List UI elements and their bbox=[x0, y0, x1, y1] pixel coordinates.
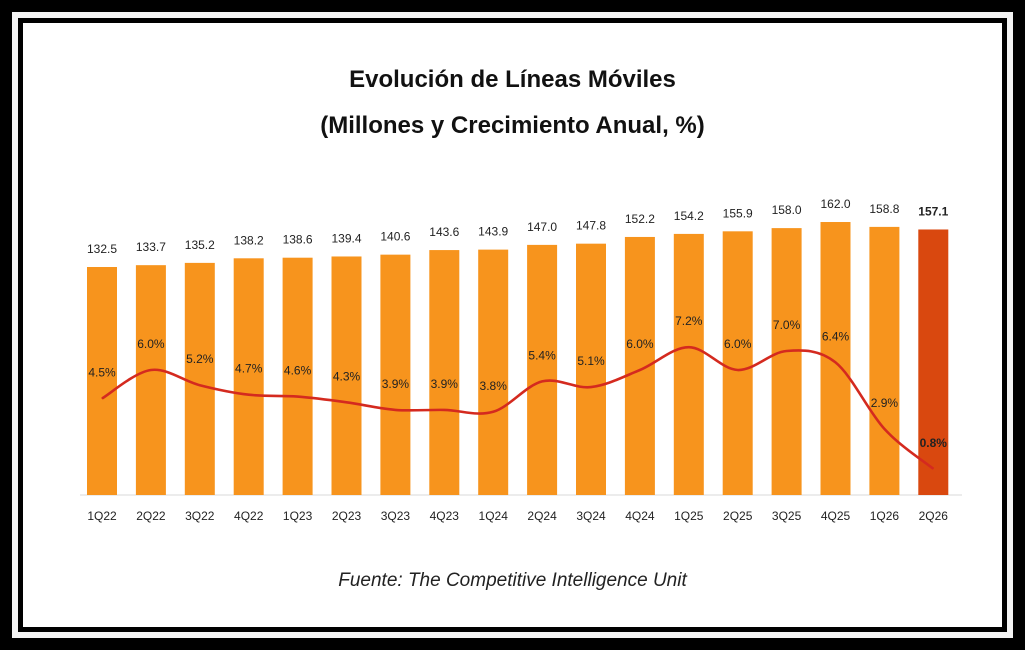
chart-subtitle: (Millones y Crecimiento Anual, %) bbox=[320, 112, 705, 139]
bar bbox=[918, 229, 949, 496]
bar bbox=[184, 262, 215, 495]
chart-source: Fuente: The Competitive Intelligence Uni… bbox=[338, 570, 687, 591]
bar bbox=[429, 250, 460, 495]
bar bbox=[576, 243, 606, 495]
x-tick-label: 1Q25 bbox=[674, 509, 704, 523]
growth-label: 0.8% bbox=[920, 436, 948, 450]
x-tick-label: 2Q26 bbox=[919, 509, 949, 523]
growth-label: 4.6% bbox=[284, 364, 312, 378]
growth-label: 5.2% bbox=[186, 352, 214, 366]
bar-value-label: 132.5 bbox=[87, 242, 117, 256]
growth-label: 3.9% bbox=[382, 377, 410, 391]
x-tick-label: 2Q22 bbox=[136, 509, 166, 523]
bar bbox=[673, 233, 704, 495]
bar bbox=[331, 256, 362, 495]
growth-label: 4.5% bbox=[88, 366, 116, 380]
x-tick-label: 3Q24 bbox=[576, 509, 606, 523]
x-tick-label: 3Q22 bbox=[185, 509, 215, 523]
bar-value-label: 162.0 bbox=[820, 197, 850, 211]
x-tick-label: 4Q23 bbox=[430, 509, 460, 523]
x-tick-label: 1Q23 bbox=[283, 509, 313, 523]
bar-value-label: 157.1 bbox=[918, 204, 948, 218]
bar-value-label: 143.6 bbox=[429, 225, 459, 239]
bar bbox=[135, 265, 166, 495]
bar-value-label: 139.4 bbox=[331, 231, 361, 245]
growth-label: 3.9% bbox=[431, 377, 459, 391]
growth-point bbox=[492, 411, 494, 413]
x-tick-label: 2Q23 bbox=[332, 509, 362, 523]
growth-point bbox=[101, 398, 103, 399]
bar bbox=[527, 244, 558, 495]
bar bbox=[722, 231, 753, 495]
growth-label: 6.0% bbox=[724, 337, 752, 351]
bar-value-label: 138.6 bbox=[283, 233, 313, 247]
bar-value-label: 147.8 bbox=[576, 219, 606, 233]
growth-point bbox=[737, 369, 739, 371]
growth-point bbox=[150, 369, 152, 371]
growth-point bbox=[932, 468, 934, 470]
growth-label: 7.0% bbox=[773, 318, 801, 332]
growth-label: 6.0% bbox=[626, 337, 654, 351]
growth-line bbox=[101, 345, 935, 470]
chart-title: Evolución de Líneas Móviles bbox=[349, 66, 676, 93]
x-tick-label: 1Q24 bbox=[479, 509, 509, 523]
bar bbox=[380, 254, 411, 495]
growth-point bbox=[297, 396, 299, 398]
x-tick-label: 4Q22 bbox=[234, 509, 264, 523]
growth-label: 6.4% bbox=[822, 329, 850, 343]
bar bbox=[282, 257, 313, 495]
bar-value-label: 135.2 bbox=[185, 238, 215, 252]
bar-value-label: 147.0 bbox=[527, 220, 557, 234]
bar-value-label: 133.7 bbox=[136, 240, 166, 254]
growth-point bbox=[541, 380, 543, 382]
x-tick-label: 3Q23 bbox=[381, 509, 411, 523]
bar bbox=[233, 258, 264, 495]
growth-label: 7.2% bbox=[675, 314, 703, 328]
bar bbox=[478, 249, 509, 495]
bar-value-label: 138.2 bbox=[234, 233, 264, 247]
growth-label: 5.1% bbox=[577, 354, 605, 368]
x-tick-label: 4Q25 bbox=[821, 509, 851, 523]
bar-value-label: 154.2 bbox=[674, 209, 704, 223]
x-tick-label: 2Q25 bbox=[723, 509, 753, 523]
bar bbox=[869, 226, 900, 495]
growth-label: 3.8% bbox=[480, 379, 508, 393]
bar bbox=[87, 267, 117, 495]
bar-value-label: 158.8 bbox=[869, 202, 899, 216]
bar bbox=[820, 222, 851, 495]
growth-point bbox=[786, 350, 788, 352]
growth-point bbox=[688, 346, 690, 348]
x-tick-label: 1Q26 bbox=[870, 509, 900, 523]
x-tick-label: 4Q24 bbox=[625, 509, 655, 523]
growth-point bbox=[590, 386, 592, 388]
growth-point bbox=[199, 384, 201, 386]
bar-value-label: 158.0 bbox=[772, 203, 802, 217]
growth-label: 4.7% bbox=[235, 362, 263, 376]
growth-point bbox=[639, 369, 641, 371]
growth-label: 5.4% bbox=[528, 348, 556, 362]
bar-value-label: 155.9 bbox=[723, 206, 753, 220]
x-tick-label: 3Q25 bbox=[772, 509, 802, 523]
bar-value-label: 143.9 bbox=[478, 225, 508, 239]
bar bbox=[771, 228, 802, 496]
growth-point bbox=[835, 361, 836, 363]
growth-point bbox=[883, 428, 885, 430]
growth-point bbox=[394, 409, 396, 411]
growth-label: 2.9% bbox=[871, 396, 899, 410]
growth-point bbox=[248, 394, 250, 396]
growth-point bbox=[443, 409, 445, 411]
x-tick-label: 2Q24 bbox=[527, 509, 557, 523]
growth-point bbox=[346, 401, 347, 403]
growth-label: 4.3% bbox=[333, 369, 361, 383]
bar-value-label: 152.2 bbox=[625, 212, 655, 226]
x-tick-label: 1Q22 bbox=[87, 509, 117, 523]
growth-label: 6.0% bbox=[137, 337, 165, 351]
bar-value-label: 140.6 bbox=[380, 230, 410, 244]
